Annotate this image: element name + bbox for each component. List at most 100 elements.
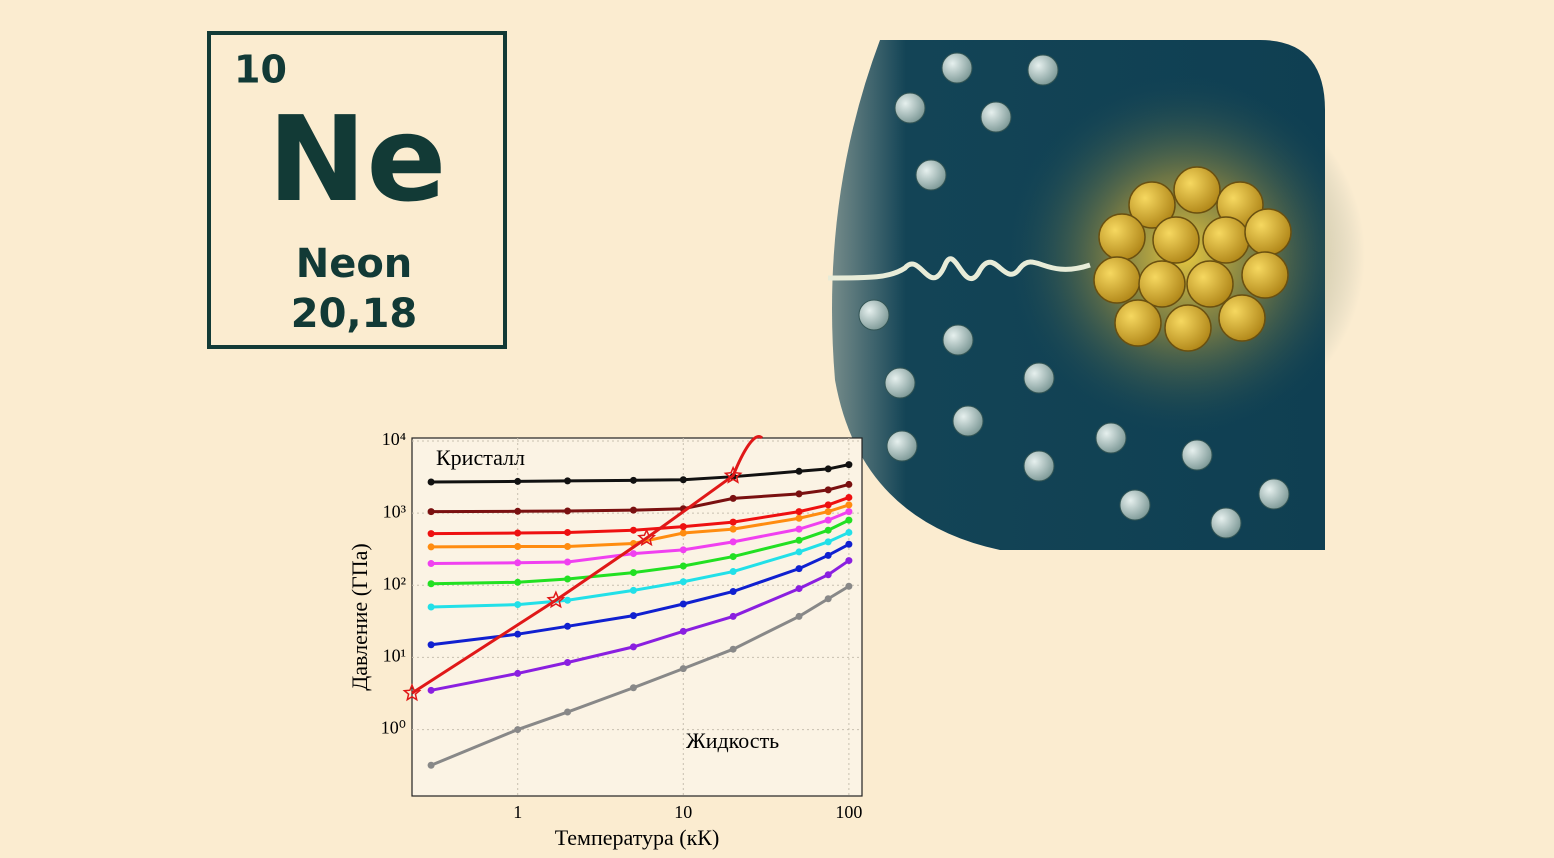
wave [827,256,1091,281]
point [564,528,572,536]
point [564,659,572,667]
point [427,761,435,769]
point [629,550,637,558]
point [514,559,522,567]
y-axis-label: Давление (ГПа) [347,543,372,690]
point [845,557,853,565]
element-name: Neon [296,241,413,287]
atomic-number: 10 [234,48,287,92]
point [729,587,737,595]
point [824,486,832,494]
point [824,538,832,546]
y-tick-label: 10⁰ [381,718,406,738]
chart: Кристалл Жидкость Температура (кК) Давле… [347,429,863,850]
point [795,514,803,522]
point [679,578,687,586]
point [795,548,803,556]
element-symbol: Ne [268,90,447,228]
point [629,526,637,534]
point [845,480,853,488]
series-line [411,435,764,695]
point [845,501,853,509]
point [824,571,832,579]
point [629,643,637,651]
point [629,506,637,514]
annotation: Жидкость [686,728,779,753]
point [729,645,737,653]
y-tick-label: 10² [383,573,406,593]
point [824,526,832,534]
point [629,586,637,594]
point [845,528,853,536]
x-tick-label: 100 [835,802,862,822]
point [564,558,572,566]
point [824,551,832,559]
y-tick-label: 10¹ [383,646,406,666]
point [564,542,572,550]
point [514,578,522,586]
point [679,627,687,635]
point [514,726,522,734]
point [729,553,737,561]
y-tick-label: 10³ [383,501,407,521]
point [427,686,435,694]
point [679,476,687,484]
point [795,565,803,573]
point [514,630,522,638]
point [427,603,435,611]
point [679,546,687,554]
point [795,467,803,475]
point [629,476,637,484]
point [795,585,803,593]
point [629,612,637,620]
point [824,465,832,473]
point [729,612,737,620]
point [729,568,737,576]
point [679,562,687,570]
point [514,529,522,537]
point [795,612,803,620]
point [427,580,435,588]
point [795,525,803,533]
point [795,508,803,516]
nucleus [1093,166,1292,352]
star-marker [637,528,657,547]
point [845,516,853,524]
x-axis-label: Температура (кК) [555,825,720,850]
annotation: Кристалл [436,445,525,470]
star-marker [402,683,422,702]
tile-border [207,31,507,349]
point [564,507,572,515]
atoms [858,52,1290,539]
point [795,490,803,498]
point [824,501,832,509]
illustration [827,40,1365,550]
point [824,516,832,524]
point [845,493,853,501]
point [845,461,853,469]
star-marker [723,465,743,484]
x-tick-label: 10 [674,802,692,822]
point [629,684,637,692]
point [729,518,737,526]
point [795,536,803,544]
point [427,560,435,568]
point [427,478,435,486]
point [427,530,435,538]
atomic-mass: 20,18 [291,291,418,337]
element-tile: 10 Ne Neon 20,18 [207,31,507,349]
point [564,708,572,716]
point [514,669,522,677]
point [514,507,522,515]
point [427,543,435,551]
y-tick-label: 10⁴ [382,429,406,449]
star-marker [546,590,566,609]
point [514,477,522,485]
point [845,508,853,516]
point [679,523,687,531]
point [564,622,572,630]
x-tick-label: 1 [513,802,522,822]
point [845,540,853,548]
point [564,477,572,485]
